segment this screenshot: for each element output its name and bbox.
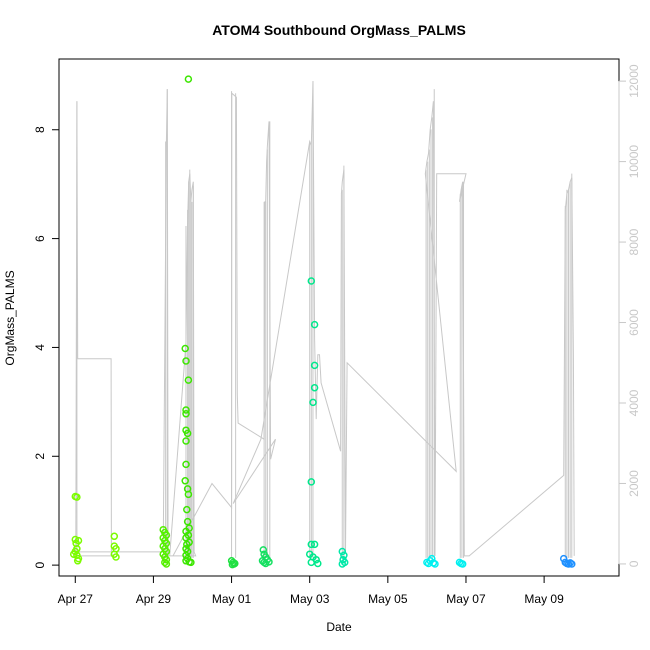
data-point	[69, 550, 78, 558]
data-point	[74, 536, 83, 545]
data-point	[112, 553, 120, 561]
data-point	[314, 559, 322, 568]
y-left-tick-label: 0	[33, 561, 47, 568]
data-point	[309, 398, 317, 407]
x-tick-label: May 01	[212, 592, 252, 606]
data-point	[182, 357, 190, 365]
plot-frame	[58, 58, 620, 577]
y-right-tick-label: 2000	[627, 470, 641, 497]
y-axis-right: 0 2000 4000 6000 8000 10000 12000	[618, 64, 641, 567]
data-point	[182, 410, 190, 418]
data-point	[162, 560, 171, 568]
data-point	[73, 557, 82, 565]
data-point	[428, 554, 436, 563]
data-point	[183, 540, 191, 549]
x-tick-label: May 07	[446, 592, 486, 606]
y-right-tick-label: 4000	[627, 389, 641, 416]
data-point	[568, 560, 576, 568]
data-point	[183, 517, 192, 526]
data-point	[307, 540, 316, 549]
data-point	[187, 558, 195, 567]
y-axis-left: 0 2 4 6 8	[33, 126, 60, 568]
data-point	[184, 490, 193, 499]
data-point	[183, 429, 192, 438]
data-point	[458, 560, 467, 568]
y-right-tick-label: 12000	[627, 64, 641, 98]
x-axis: Apr 27 Apr 29 May 01 May 03 May 05 May 07 May …	[58, 575, 564, 606]
data-points-layer	[69, 75, 576, 569]
x-tick-label: May 05	[368, 592, 408, 606]
x-axis-label: Date	[326, 620, 352, 634]
y-axis-label: OrgMass_PALMS	[3, 270, 17, 365]
data-point	[310, 540, 319, 549]
y-left-tick-label: 6	[33, 235, 47, 242]
data-point	[338, 560, 347, 568]
data-point	[161, 558, 169, 567]
data-point	[340, 551, 348, 560]
x-tick-label: May 03	[290, 592, 330, 606]
data-point	[230, 560, 238, 568]
altitude-trace-line	[73, 81, 575, 557]
data-point	[73, 493, 81, 501]
data-point	[182, 437, 190, 445]
y-right-tick-label: 6000	[627, 309, 641, 336]
data-point	[181, 477, 189, 485]
data-point	[310, 383, 319, 392]
y-left-tick-label: 2	[33, 453, 47, 460]
y-left-tick-label: 8	[33, 126, 47, 133]
y-left-tick-label: 4	[33, 344, 47, 351]
data-point	[182, 406, 190, 414]
chart-title: ATOM4 Southbound OrgMass_PALMS	[212, 22, 466, 38]
x-tick-label: May 09	[524, 592, 564, 606]
data-point	[307, 277, 316, 285]
data-point	[431, 560, 439, 568]
data-point	[183, 505, 191, 514]
data-point	[259, 546, 268, 554]
altitude-trace-layer	[73, 81, 575, 558]
data-point	[338, 547, 347, 556]
data-point	[184, 75, 193, 83]
data-point	[310, 361, 319, 370]
y-right-tick-label: 10000	[627, 145, 641, 179]
y-right-tick-label: 0	[627, 560, 641, 567]
data-point	[265, 558, 273, 566]
data-point	[181, 344, 189, 353]
y-right-tick-label: 8000	[627, 228, 641, 255]
data-point	[110, 532, 119, 541]
data-point	[307, 478, 316, 486]
x-tick-label: Apr 27	[58, 592, 94, 606]
data-point	[183, 547, 192, 556]
data-point	[184, 376, 193, 384]
data-point	[310, 320, 319, 329]
data-point	[182, 460, 190, 469]
x-tick-label: Apr 29	[136, 592, 172, 606]
